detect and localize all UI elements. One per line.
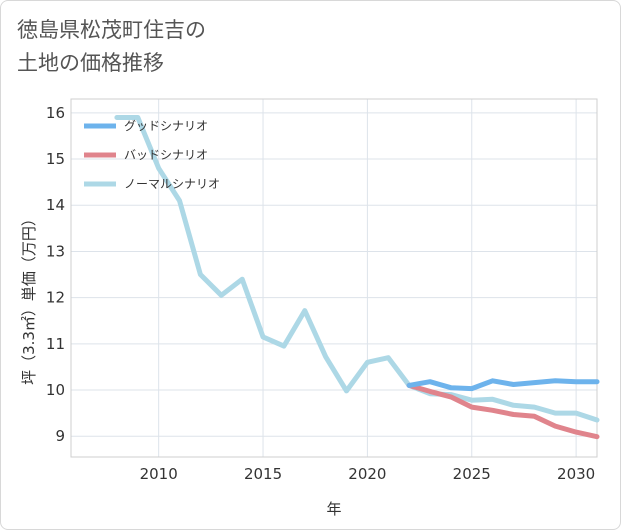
y-tick-label: 16 (46, 104, 65, 122)
series-line-2 (114, 115, 600, 423)
y-tick-label: 9 (55, 427, 65, 445)
y-tick-label: 13 (46, 242, 65, 260)
y-tick-label: 15 (46, 150, 65, 168)
x-tick-label: 2015 (244, 465, 282, 483)
chart-title: 徳島県松茂町住吉の 土地の価格推移 (17, 14, 206, 80)
x-tick-label: 2030 (557, 465, 595, 483)
y-tick-label: 10 (46, 381, 65, 399)
grid-lines (71, 99, 597, 457)
x-tick-label: 2025 (453, 465, 491, 483)
legend-label: ノーマルシナリオ (124, 177, 220, 191)
title-line-2: 土地の価格推移 (17, 51, 164, 75)
series-layer (114, 115, 600, 440)
x-tick-label: 2020 (348, 465, 386, 483)
title-line-1: 徳島県松茂町住吉の (17, 18, 206, 42)
series-line-1 (406, 382, 600, 440)
x-tick-label: 2010 (140, 465, 178, 483)
plot-area-border (70, 98, 598, 458)
y-tick-label: 12 (46, 289, 65, 307)
legend-label: グッドシナリオ (124, 119, 208, 133)
series-line-0 (406, 378, 600, 392)
y-axis-title: 坪（3.3㎡）単価（万円） (20, 211, 38, 385)
x-axis-title: 年 (326, 500, 341, 518)
x-tick-labels: 2010 2015 2020 2025 2030 (140, 465, 596, 483)
y-tick-labels: 9 10 11 12 13 14 15 16 (46, 104, 65, 445)
y-tick-label: 14 (46, 196, 65, 214)
y-tick-label: 11 (46, 335, 65, 353)
legend-label: バッドシナリオ (124, 148, 208, 162)
